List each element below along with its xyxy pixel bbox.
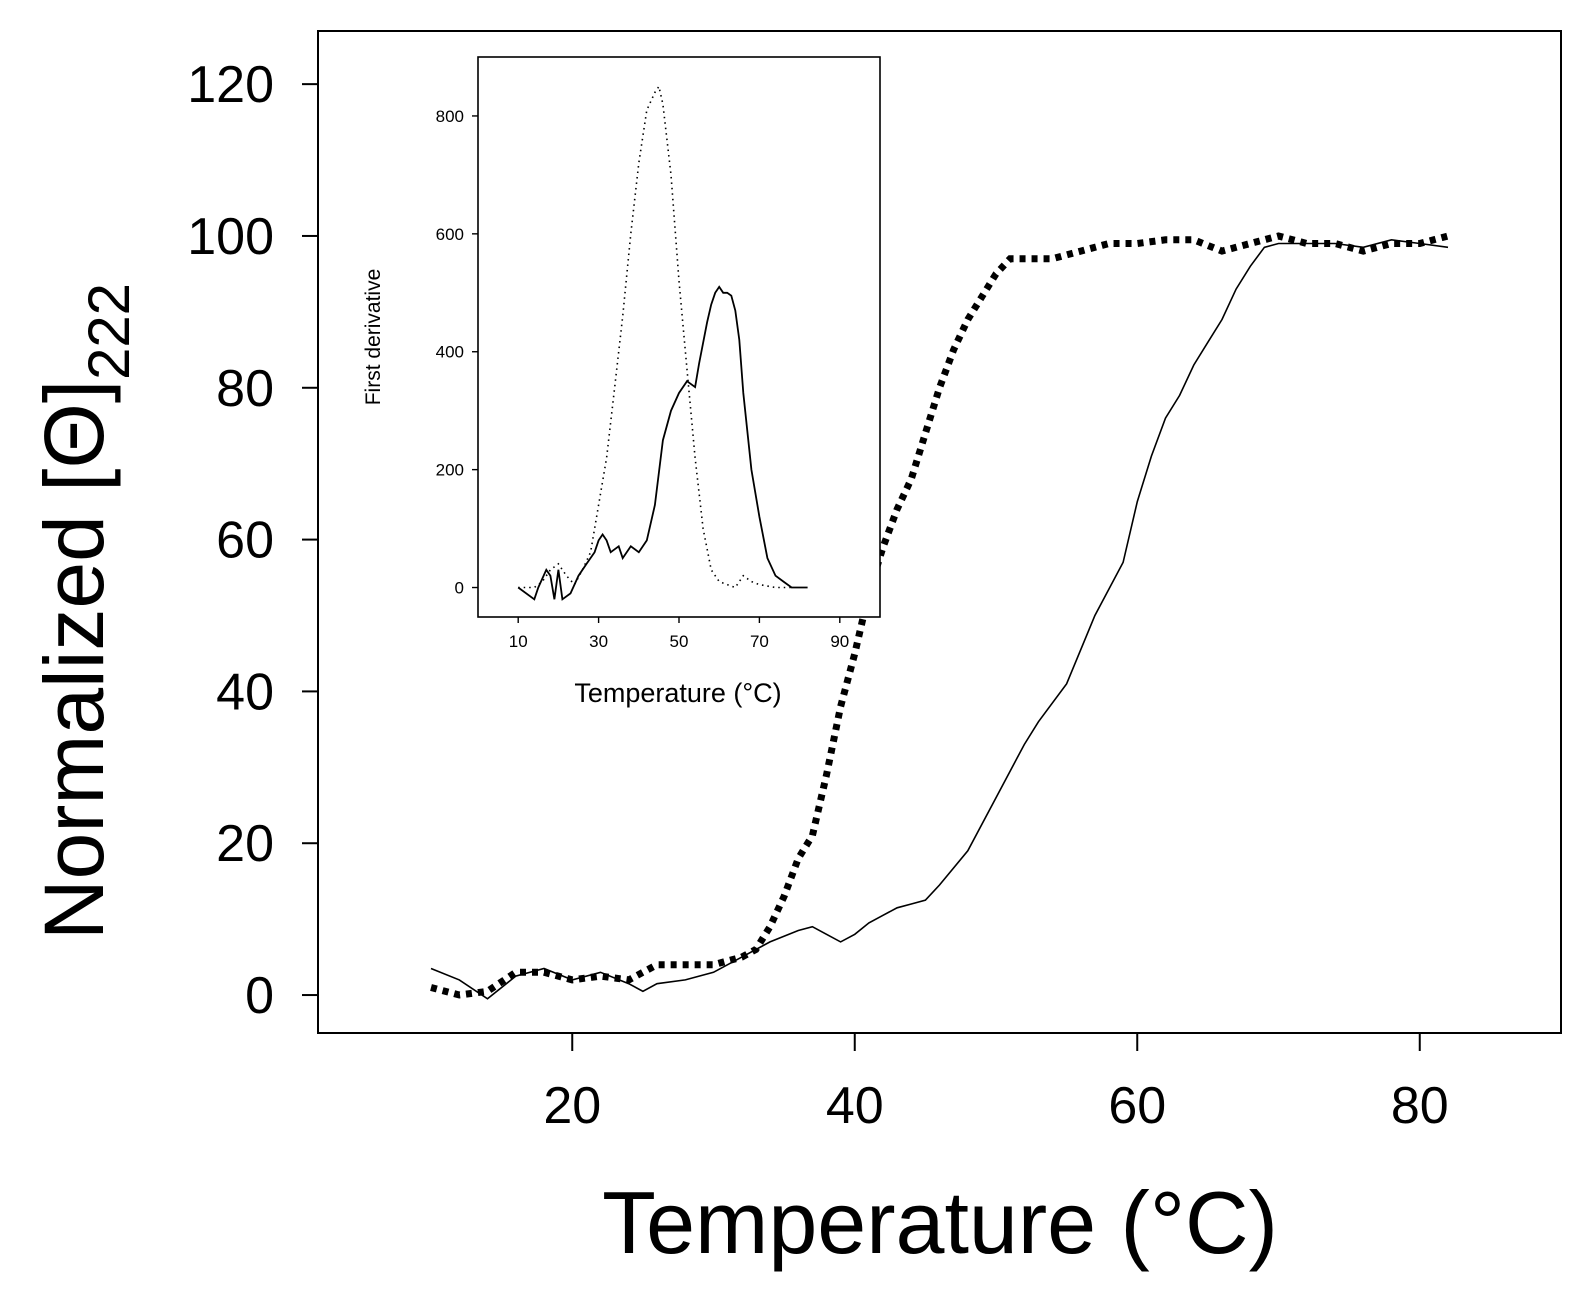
main-y-axis-title-close: ]	[27, 380, 121, 403]
inset-y-ticks: 0 200 400 600 800	[436, 107, 478, 598]
main-x-tick-label: 40	[826, 1077, 884, 1135]
main-y-tick-label: 0	[245, 967, 274, 1025]
inset-y-tick-label: 600	[436, 225, 464, 244]
inset-y-axis-title: First derivative	[362, 269, 385, 406]
inset-y-tick-label: 800	[436, 107, 464, 126]
main-series-dotted-line	[430, 232, 1449, 999]
main-y-tick-label: 100	[187, 208, 274, 266]
inset-y-tick-label: 200	[436, 461, 464, 480]
inset-x-ticks: 10 30 50 70 90	[509, 617, 849, 651]
main-y-axis-title-subscript: 222	[77, 283, 142, 380]
main-plot-frame	[317, 30, 1562, 1034]
main-y-axis-title-text: Normalized [	[27, 469, 121, 940]
inset-x-tick-label: 90	[830, 632, 849, 651]
inset-series	[517, 84, 808, 601]
main-y-tick-label: 20	[216, 815, 274, 873]
main-x-tick-label: 80	[1391, 1077, 1449, 1135]
main-y-tick-label: 60	[216, 512, 274, 570]
main-x-tick-label: 60	[1108, 1077, 1166, 1135]
main-y-axis-title: Normalized [Θ]222	[27, 283, 142, 940]
inset-x-axis-title: Temperature (°C)	[574, 678, 781, 708]
main-x-ticks: 20 40 60 80	[543, 1033, 1449, 1135]
main-y-tick-label: 40	[216, 663, 274, 721]
inset-y-tick-label: 0	[455, 579, 464, 598]
inset-series-solid-line	[517, 285, 808, 601]
main-y-tick-label: 120	[187, 56, 274, 114]
main-y-tick-label: 80	[216, 360, 274, 418]
inset-chart: 0 200 400 600 800 10 30 50 70 90 Temperature (°C…	[362, 56, 881, 708]
inset-x-tick-label: 70	[750, 632, 769, 651]
inset-background	[478, 57, 880, 617]
main-series	[430, 232, 1449, 1000]
inset-y-tick-label: 400	[436, 343, 464, 362]
inset-series-dotted-line	[518, 84, 792, 589]
main-y-ticks: 0 20 40 60 80 100 120	[187, 56, 318, 1025]
main-y-axis-title-symbol: Θ	[27, 403, 121, 468]
main-series-solid-line	[430, 238, 1449, 1000]
main-x-axis-title: Temperature (°C)	[602, 1173, 1278, 1272]
inset-x-tick-label: 10	[509, 632, 528, 651]
inset-x-tick-label: 50	[670, 632, 689, 651]
main-x-tick-label: 20	[543, 1077, 601, 1135]
inset-x-tick-label: 30	[589, 632, 608, 651]
